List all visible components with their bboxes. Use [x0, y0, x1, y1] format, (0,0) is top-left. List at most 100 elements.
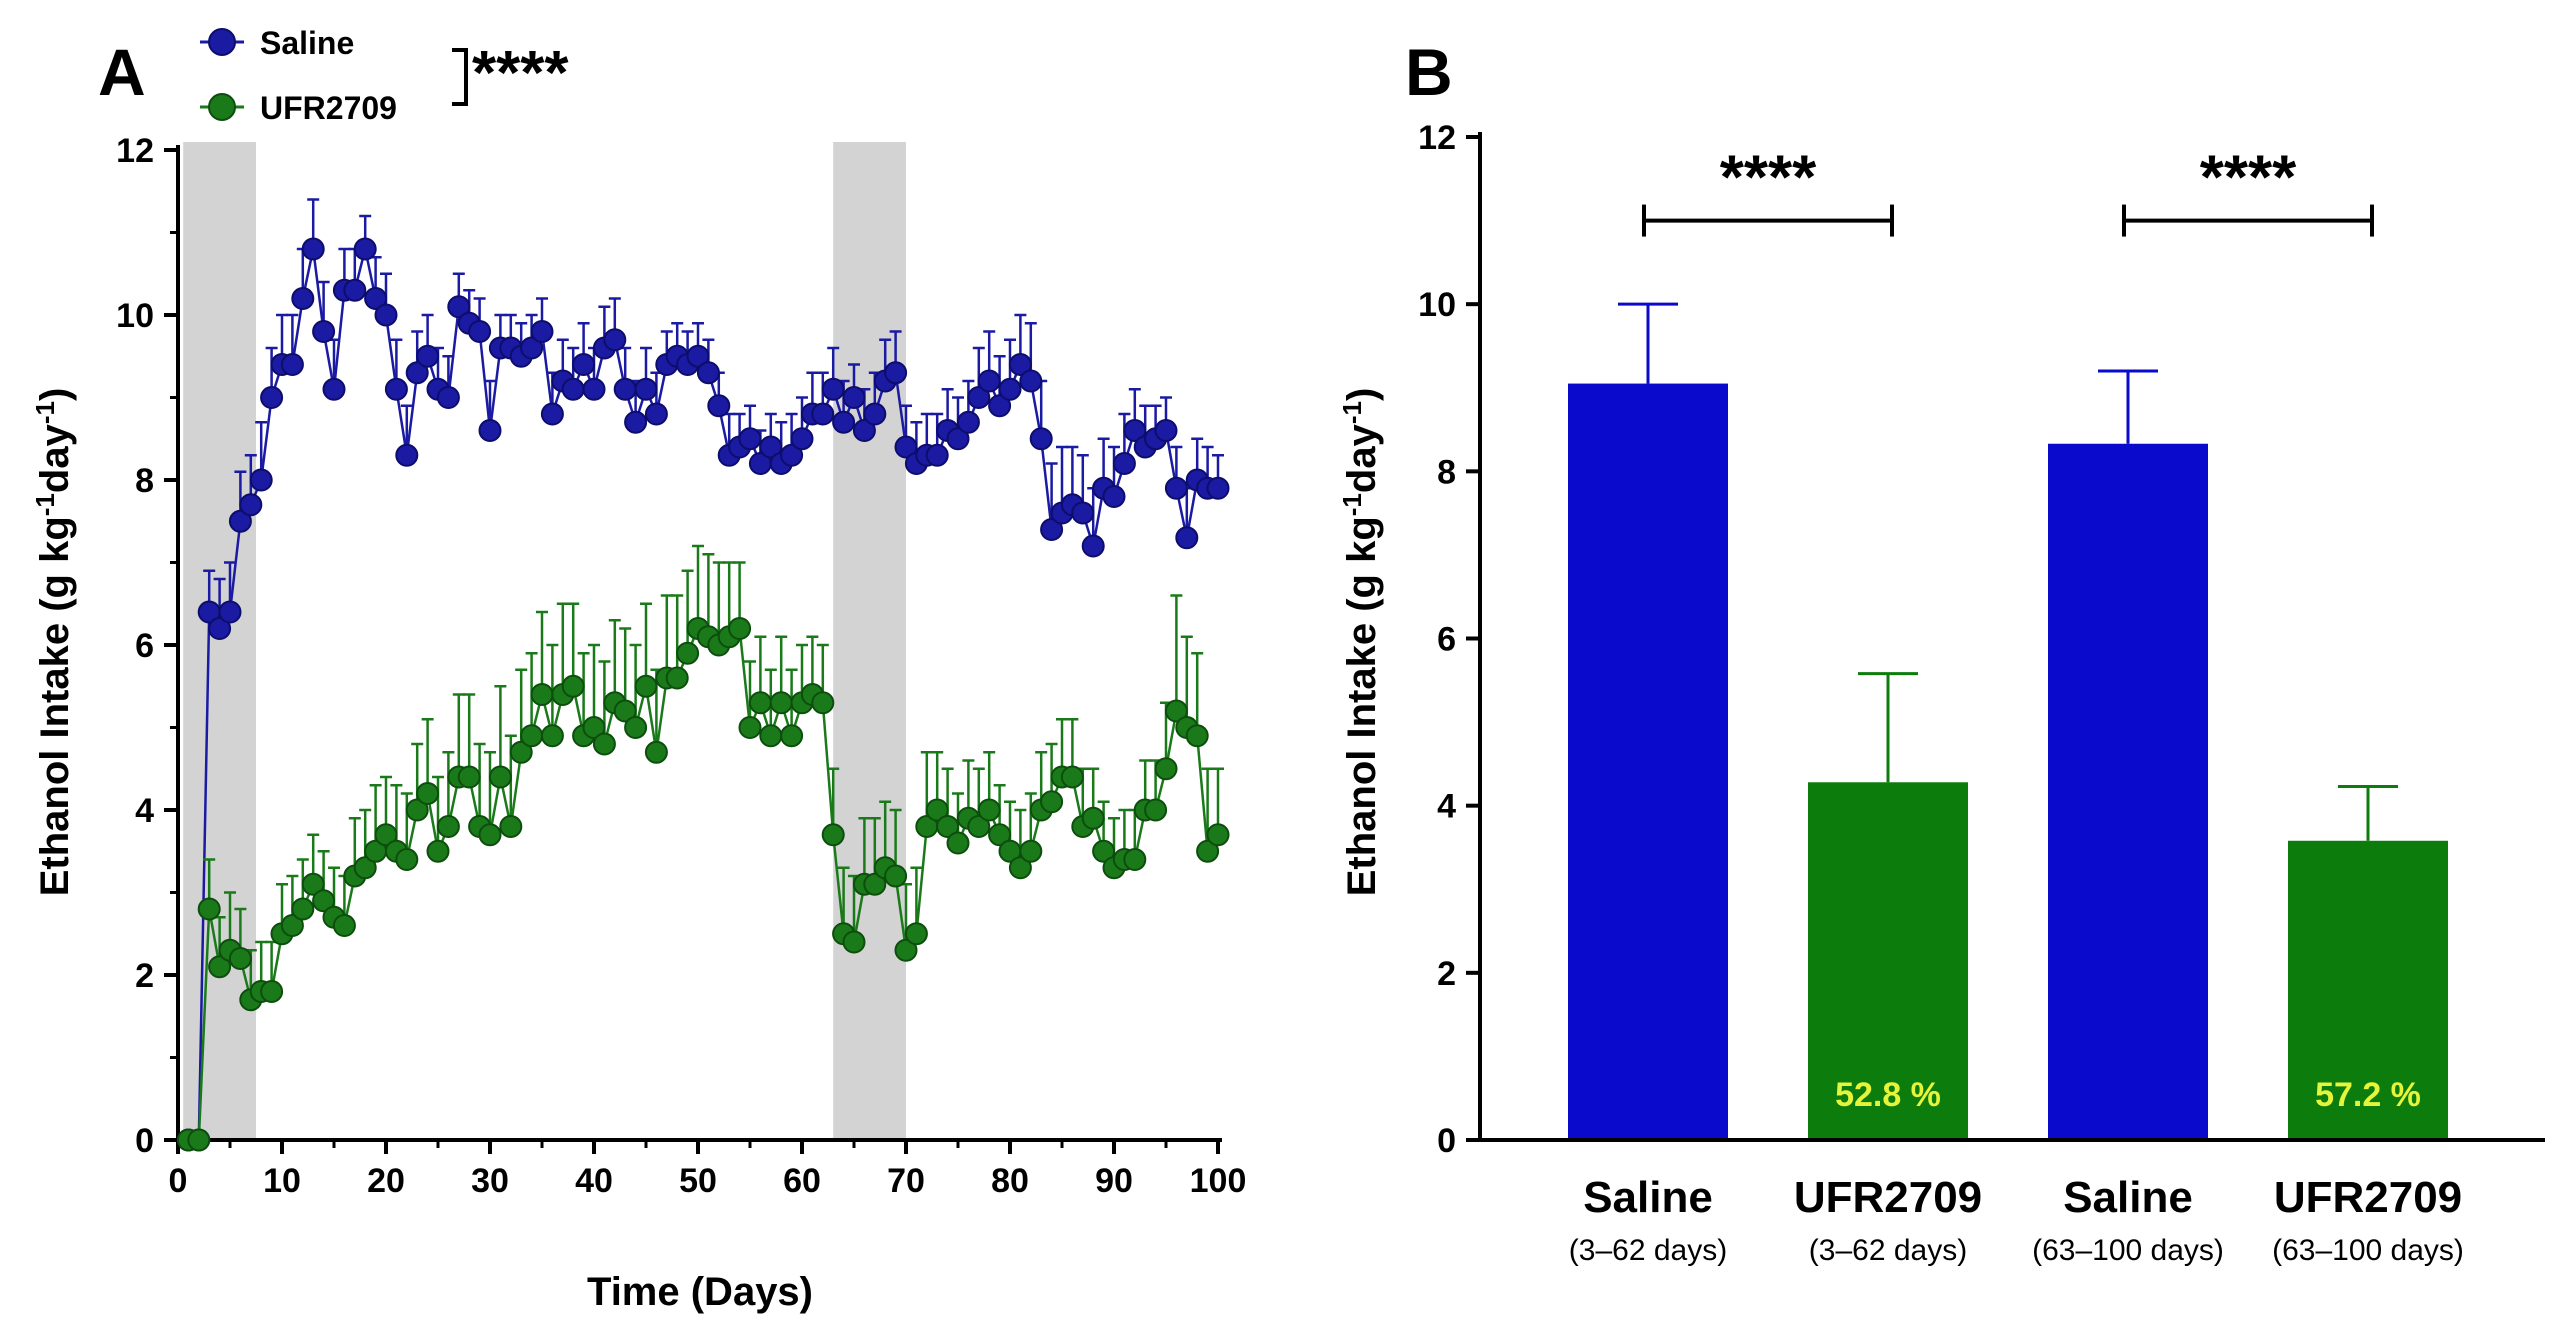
- data-point: [977, 369, 1001, 393]
- legend-bracket: [452, 48, 468, 106]
- data-point: [634, 377, 658, 401]
- data-point: [946, 831, 970, 855]
- data-point: [884, 361, 908, 385]
- category-label: Saline: [2063, 1173, 2193, 1222]
- data-point: [1019, 839, 1043, 863]
- panel-a-x-tick-label: 0: [169, 1162, 188, 1200]
- data-point: [488, 765, 512, 789]
- data-point: [1185, 724, 1209, 748]
- panel-a-y-tick-label: 2: [135, 957, 154, 995]
- legend-marker-saline: [208, 28, 236, 56]
- data-point: [1040, 790, 1064, 814]
- bar-2: [2048, 443, 2208, 1140]
- data-point: [436, 386, 460, 409]
- panel-b-y-tick-label: 4: [1437, 788, 1456, 826]
- data-point: [1123, 419, 1147, 442]
- data-point: [863, 402, 887, 426]
- shaded-region-1: [833, 142, 906, 1140]
- data-point: [967, 386, 991, 409]
- data-point: [769, 691, 793, 715]
- data-point: [343, 278, 367, 302]
- data-point: [946, 427, 970, 451]
- data-point: [260, 386, 284, 409]
- data-point: [312, 889, 336, 913]
- data-point: [738, 427, 762, 451]
- data-point: [1060, 765, 1084, 789]
- panel-a-x-tick-label: 100: [1190, 1162, 1247, 1200]
- panel-b-y-tick-label: 10: [1418, 286, 1456, 324]
- panel-a-x-tick-label: 60: [783, 1162, 821, 1200]
- data-point: [582, 377, 606, 401]
- panel-a-x-tick-label: 30: [471, 1162, 509, 1200]
- data-point: [280, 914, 304, 937]
- panel-b-y-tick-label: 2: [1437, 955, 1456, 993]
- data-point: [842, 930, 866, 954]
- data-point: [852, 419, 876, 442]
- data-point: [468, 320, 492, 343]
- data-point: [592, 732, 616, 756]
- data-point: [312, 320, 336, 343]
- data-point: [405, 798, 429, 822]
- data-point: [353, 856, 377, 880]
- bar-0: [1568, 383, 1728, 1141]
- panel-a-y-axis-title: Ethanol Intake (g kg-1day-1): [30, 388, 77, 897]
- data-point: [988, 823, 1012, 847]
- data-point: [613, 377, 637, 401]
- data-point: [676, 641, 700, 665]
- data-point: [218, 600, 242, 624]
- panel-a-ylabel-close: ): [33, 388, 77, 401]
- data-point: [374, 823, 398, 847]
- legend-label-ufr2709: UFR2709: [260, 90, 397, 126]
- panel-a-x-tick-label: 40: [575, 1162, 613, 1200]
- panel-a-letter: A: [98, 35, 146, 109]
- data-point: [208, 617, 232, 640]
- data-point: [925, 443, 949, 467]
- data-point: [1071, 501, 1095, 525]
- data-point: [1154, 419, 1178, 442]
- data-point: [1112, 452, 1136, 475]
- data-point: [884, 864, 908, 888]
- data-point: [416, 782, 440, 805]
- data-point: [228, 509, 252, 533]
- data-point: [696, 361, 720, 385]
- data-point: [894, 435, 918, 459]
- data-point: [748, 691, 772, 715]
- panel-a-ylabel-sup2: -1: [30, 401, 60, 424]
- data-point: [540, 724, 564, 748]
- data-point: [644, 740, 668, 764]
- data-point: [832, 410, 856, 434]
- data-point: [1081, 534, 1105, 558]
- data-point: [759, 724, 783, 748]
- significance-label: ****: [1720, 144, 1817, 213]
- legend-label-saline: Saline: [260, 25, 354, 61]
- panel-a-y-tick-label: 4: [135, 792, 154, 830]
- data-point: [187, 1128, 211, 1152]
- panel-b: B 52.8 % 57.2 % 0 2 4 6 8 10 12 **** **** Saline…: [1337, 35, 2545, 1267]
- data-point: [904, 922, 928, 946]
- data-point: [821, 823, 845, 847]
- panel-a-y-tick-label: 6: [135, 627, 154, 665]
- data-point: [280, 353, 304, 376]
- legend-marker-ufr2709: [208, 93, 236, 121]
- data-point: [665, 666, 689, 690]
- panel-b-y-tick-label: 0: [1437, 1122, 1456, 1160]
- series-line-ufr2709: [188, 626, 1220, 1142]
- category-sublabel: (3–62 days): [1809, 1234, 1967, 1267]
- data-point: [1206, 476, 1230, 500]
- data-point: [1164, 699, 1188, 723]
- data-point: [1081, 806, 1105, 830]
- panel-a-y-tick-label: 10: [116, 297, 154, 335]
- data-point: [956, 410, 980, 434]
- data-point: [936, 815, 960, 838]
- bar-1: [1808, 782, 1968, 1140]
- category-label: UFR2709: [2274, 1173, 2462, 1222]
- data-point: [353, 237, 377, 261]
- data-point: [624, 410, 648, 434]
- panel-b-ylabel-sup1: -1: [1337, 493, 1367, 516]
- data-point: [707, 394, 731, 418]
- data-point: [582, 716, 606, 739]
- data-point: [332, 914, 356, 937]
- bar-percent-label: 57.2 %: [2315, 1076, 2421, 1114]
- panel-a-ylabel-sup1: -1: [30, 493, 60, 516]
